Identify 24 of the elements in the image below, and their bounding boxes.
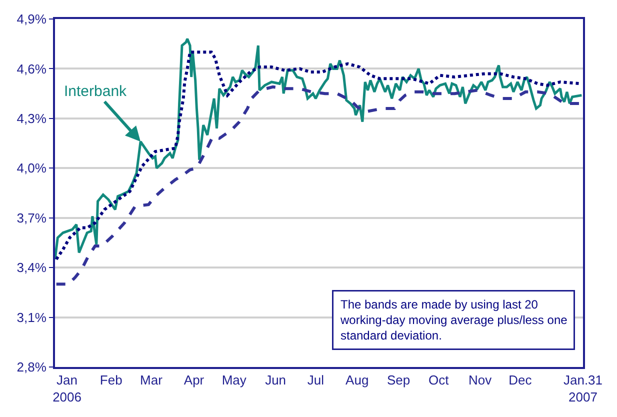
x-tick-label: Sep [386,372,410,388]
annotation: The bands are made by using last 20 working-day moving average plus/less one standard deviation. [340,298,568,343]
x-tick-label: Oct [428,372,450,388]
x-tick-label: Jun [265,372,286,388]
x-tick-label: Aug [346,372,369,388]
x-tick-label: Apr [184,372,205,388]
y-tick-label: 2,8% [16,360,47,375]
annotation: Interbank [64,83,128,100]
x-tick-label: Jan 2006 [52,372,82,404]
y-tick-label: 4,0% [16,160,47,176]
x-tick-label: Feb [100,372,122,388]
line-series [55,85,582,286]
y-tick-label: 3,1% [16,310,47,325]
y-tick-label: 4,9% [16,12,47,27]
y-tick-label: 3,4% [16,260,47,276]
x-tick-label: Dec [508,372,532,388]
x-tick-label: Mar [140,372,164,388]
x-tick-label: May [222,372,247,388]
x-tick-label: Jul [307,372,324,388]
y-tick-label: 3,7% [16,210,47,226]
x-tick-label: Jan.31 2007 [563,372,603,404]
x-tick-label: Nov [468,372,492,388]
y-tick-label: 4,3% [16,110,47,126]
y-tick-label: 4,6% [16,61,47,76]
